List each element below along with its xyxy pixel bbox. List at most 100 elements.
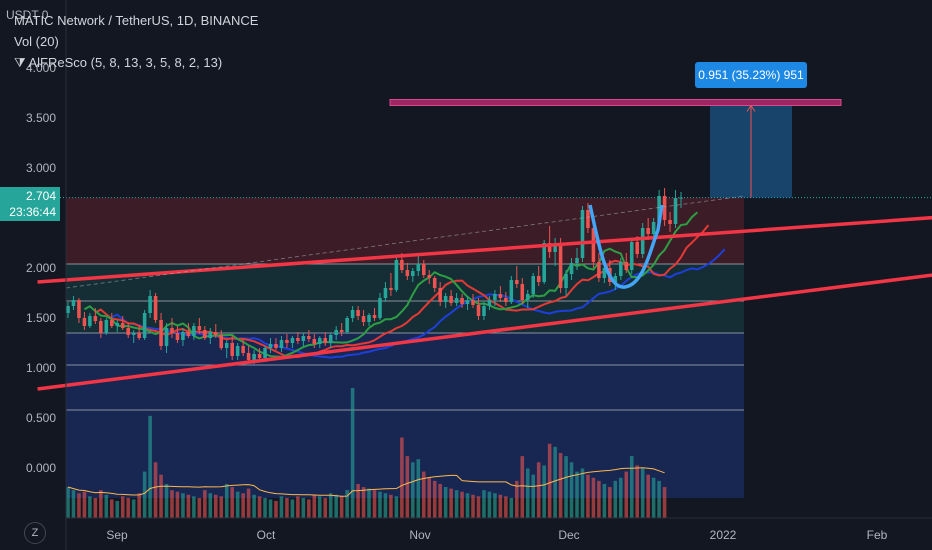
candle-body	[651, 222, 656, 234]
volume-bar	[597, 480, 601, 518]
projection-line	[65, 195, 745, 289]
volume-bar	[651, 477, 656, 518]
candle-body	[126, 328, 130, 335]
volume-bar	[88, 496, 92, 518]
volume-bar	[389, 494, 393, 518]
candle-body	[77, 300, 81, 318]
volume-bar	[148, 415, 152, 518]
volume-bar	[71, 490, 76, 518]
volume-bar	[186, 494, 191, 518]
volume-bar	[525, 468, 530, 518]
y-tick-label: 2.000	[26, 261, 56, 275]
candle-body	[235, 346, 240, 356]
volume-bar	[356, 483, 360, 518]
x-tick-label: Feb	[867, 528, 888, 542]
volume-bar	[312, 494, 317, 518]
candle-body	[602, 268, 607, 278]
candle-body	[170, 328, 174, 333]
volume-bar	[82, 491, 87, 518]
volume-bar	[203, 490, 207, 518]
candle-body	[449, 296, 453, 303]
candle-body	[569, 263, 574, 274]
candle-body	[110, 320, 114, 326]
candle-body	[268, 344, 273, 348]
volume-bar	[131, 499, 136, 518]
volume-bar	[411, 462, 415, 518]
volume-bar	[317, 496, 322, 518]
volume-bar	[640, 468, 645, 518]
candle-body	[400, 260, 404, 270]
volume-bar	[476, 496, 481, 518]
candle-body	[372, 315, 377, 318]
candle-body	[263, 348, 267, 358]
volume-bar	[93, 497, 98, 518]
candle-body	[323, 338, 328, 343]
candle-body	[547, 243, 552, 252]
volume-bar	[449, 488, 453, 518]
ma-5-line	[83, 211, 699, 358]
volume-bar	[164, 483, 169, 518]
volume-bar	[619, 477, 623, 518]
volume-bar	[235, 491, 240, 518]
volume-bar	[591, 477, 596, 518]
measure-label: 0.951 (35.23%) 951	[695, 62, 807, 88]
y-tick-label: 0.500	[26, 411, 56, 425]
candle-body	[246, 353, 251, 360]
alfresco-indicator-label[interactable]: ⧩ AlFReSco (5, 8, 13, 3, 5, 8, 2, 13)	[14, 55, 223, 70]
x-tick-label: Dec	[558, 528, 579, 542]
volume-bar	[515, 480, 519, 518]
candle-body	[509, 280, 514, 302]
candle-body	[252, 354, 256, 360]
chart-legend: MATIC Network / TetherUS, 1D, BINANCE Vo…	[14, 10, 258, 73]
candle-body	[153, 296, 158, 320]
volume-bar	[181, 493, 185, 518]
candle-body	[224, 343, 229, 348]
candle-body	[279, 340, 284, 348]
candle-body	[137, 333, 141, 338]
candle-body	[498, 294, 503, 298]
symbol-title[interactable]: MATIC Network / TetherUS, 1D, BINANCE	[14, 13, 259, 28]
candle-body	[619, 262, 623, 276]
candle-body	[120, 323, 125, 328]
volume-bar	[274, 500, 278, 518]
candle-body	[99, 321, 103, 333]
volume-indicator-label[interactable]: Vol (20)	[14, 34, 59, 49]
candle-body	[394, 260, 399, 290]
volume-bar	[268, 499, 273, 518]
currency-label[interactable]: USDT 0	[6, 8, 49, 22]
candle-body	[640, 228, 645, 254]
volume-bar	[586, 474, 590, 518]
volume-ma-line	[67, 467, 665, 497]
candle-body	[378, 298, 382, 318]
candle-body	[421, 264, 426, 275]
candle-body	[531, 276, 536, 294]
zoom-button[interactable]: Z	[24, 522, 46, 544]
volume-bar	[213, 494, 218, 518]
candle-body	[88, 316, 92, 326]
candle-body	[115, 323, 120, 326]
candle-body	[93, 316, 98, 321]
volume-bar	[482, 490, 486, 518]
volume-bar	[159, 474, 163, 518]
volume-bar	[137, 493, 141, 518]
volume-bar	[460, 491, 464, 518]
candle-body	[591, 228, 596, 262]
candle-body	[536, 276, 541, 282]
candle-body	[159, 320, 163, 346]
volume-bar	[241, 493, 245, 518]
candle-body	[635, 242, 639, 254]
volume-bar	[252, 494, 256, 518]
candle-body	[580, 210, 585, 258]
volume-bar	[465, 493, 470, 518]
volume-bar	[624, 471, 629, 518]
x-tick-label: Nov	[409, 528, 430, 542]
volume-bar	[394, 496, 399, 518]
candle-body	[405, 270, 410, 276]
volume-bar	[230, 487, 234, 518]
candle-body	[465, 300, 470, 304]
volume-bar	[350, 388, 355, 518]
bar-countdown: 23:36:44	[9, 205, 56, 219]
volume-bar	[427, 477, 432, 518]
volume-bar	[657, 480, 661, 518]
